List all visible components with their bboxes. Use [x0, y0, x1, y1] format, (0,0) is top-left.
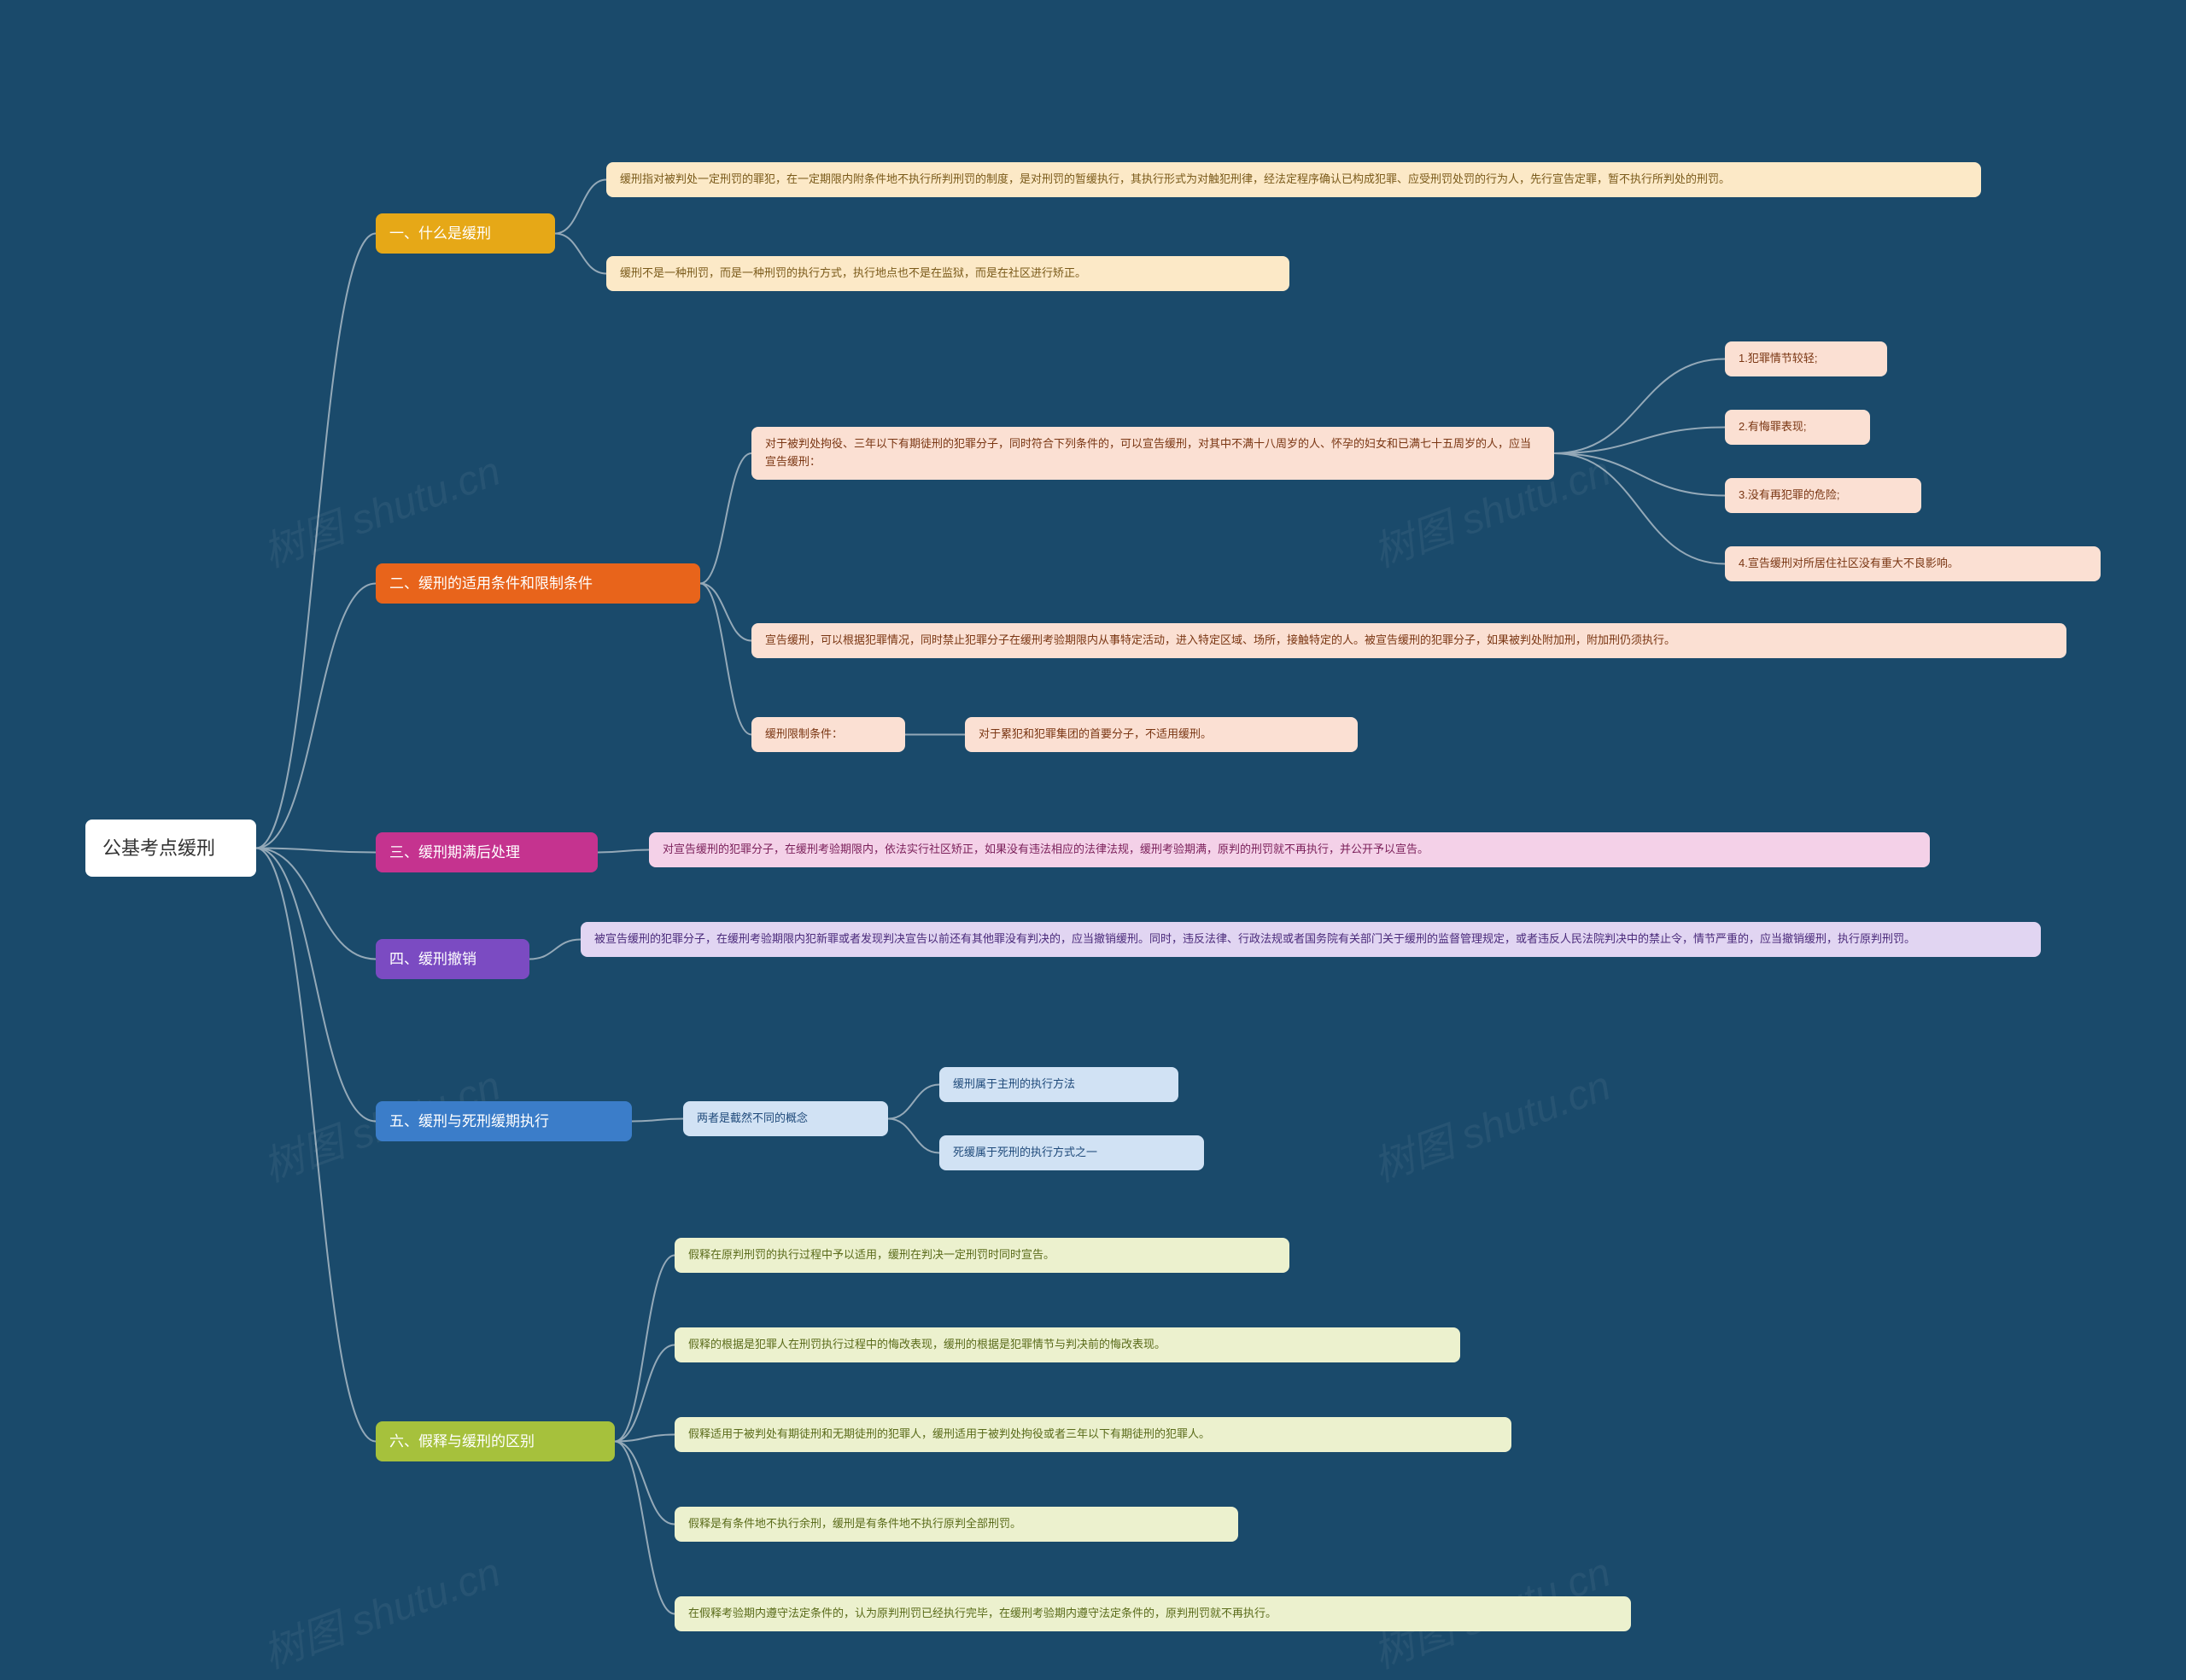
node-b2c2[interactable]: 宣告缓刑，可以根据犯罪情况，同时禁止犯罪分子在缓刑考验期限内从事特定活动，进入特… [751, 623, 2066, 658]
node-b2c3[interactable]: 缓刑限制条件： [751, 717, 905, 752]
connector-b1-b1c2 [555, 234, 606, 274]
connector-b2-b2c2 [700, 584, 751, 641]
connector-root-b4 [256, 849, 376, 960]
connector-b6-b6c1 [615, 1256, 675, 1442]
node-b1c2[interactable]: 缓刑不是一种刑罚，而是一种刑罚的执行方式，执行地点也不是在监狱，而是在社区进行矫… [606, 256, 1289, 291]
connector-b6-b6c2 [615, 1345, 675, 1442]
connector-b4-b4c1 [529, 940, 581, 960]
watermark-4: 树图 shutu.cn [254, 1538, 507, 1679]
connector-b5c1-b5c1b [888, 1119, 939, 1153]
connector-b6-b6c5 [615, 1442, 675, 1614]
node-b2[interactable]: 二、缓刑的适用条件和限制条件 [376, 563, 700, 604]
node-b4c1[interactable]: 被宣告缓刑的犯罪分子，在缓刑考验期限内犯新罪或者发现判决宣告以前还有其他罪没有判… [581, 922, 2041, 957]
node-b6c1[interactable]: 假释在原判刑罚的执行过程中予以适用，缓刑在判决一定刑罚时同时宣告。 [675, 1238, 1289, 1273]
connector-root-b5 [256, 849, 376, 1122]
connector-b2-b2c1 [700, 453, 751, 584]
connector-b6-b6c3 [615, 1435, 675, 1442]
connector-b3-b3c1 [598, 850, 649, 853]
connector-b5c1-b5c1a [888, 1085, 939, 1119]
connector-root-b6 [256, 849, 376, 1442]
mindmap-canvas: 树图 shutu.cn树图 shutu.cn树图 shutu.cn树图 shut… [0, 0, 2186, 1676]
node-b5c1[interactable]: 两者是截然不同的概念 [683, 1101, 888, 1136]
node-b4[interactable]: 四、缓刑撤销 [376, 939, 529, 979]
node-b6c2[interactable]: 假释的根据是犯罪人在刑罚执行过程中的悔改表现，缓刑的根据是犯罪情节与判决前的悔改… [675, 1327, 1460, 1362]
node-b6c5[interactable]: 在假释考验期内遵守法定条件的，认为原判刑罚已经执行完毕，在缓刑考验期内遵守法定条… [675, 1596, 1631, 1631]
node-b5c1a[interactable]: 缓刑属于主刑的执行方法 [939, 1067, 1178, 1102]
node-b2c3a[interactable]: 对于累犯和犯罪集团的首要分子，不适用缓刑。 [965, 717, 1358, 752]
connector-root-b2 [256, 584, 376, 849]
node-b2c1b[interactable]: 2.有悔罪表现; [1725, 410, 1870, 445]
connector-b6-b6c4 [615, 1442, 675, 1525]
node-b5[interactable]: 五、缓刑与死刑缓期执行 [376, 1101, 632, 1141]
node-b2c1c[interactable]: 3.没有再犯罪的危险; [1725, 478, 1921, 513]
node-b5c1b[interactable]: 死缓属于死刑的执行方式之一 [939, 1135, 1204, 1170]
node-b3c1[interactable]: 对宣告缓刑的犯罪分子，在缓刑考验期限内，依法实行社区矫正，如果没有违法相应的法律… [649, 832, 1930, 867]
node-b2c1a[interactable]: 1.犯罪情节较轻; [1725, 341, 1887, 376]
node-root[interactable]: 公基考点缓刑 [85, 820, 256, 877]
node-b2c1[interactable]: 对于被判处拘役、三年以下有期徒刑的犯罪分子，同时符合下列条件的，可以宣告缓刑，对… [751, 427, 1554, 480]
watermark-0: 树图 shutu.cn [254, 437, 507, 578]
connector-b2c1-b2c1d [1554, 453, 1725, 564]
connector-b2c1-b2c1a [1554, 359, 1725, 454]
node-b6c4[interactable]: 假释是有条件地不执行余刑，缓刑是有条件地不执行原判全部刑罚。 [675, 1507, 1238, 1542]
node-b3[interactable]: 三、缓刑期满后处理 [376, 832, 598, 872]
connector-b2c1-b2c1b [1554, 428, 1725, 454]
node-b1[interactable]: 一、什么是缓刑 [376, 213, 555, 254]
connector-root-b3 [256, 849, 376, 853]
node-b2c1d[interactable]: 4.宣告缓刑对所居住社区没有重大不良影响。 [1725, 546, 2101, 581]
watermark-3: 树图 shutu.cn [1364, 1052, 1617, 1193]
connector-b2c1-b2c1c [1554, 453, 1725, 496]
connector-b2-b2c3 [700, 584, 751, 735]
connector-b5-b5c1 [632, 1119, 683, 1122]
node-b6[interactable]: 六、假释与缓刑的区别 [376, 1421, 615, 1461]
connector-root-b1 [256, 234, 376, 849]
connector-b1-b1c1 [555, 180, 606, 234]
node-b6c3[interactable]: 假释适用于被判处有期徒刑和无期徒刑的犯罪人，缓刑适用于被判处拘役或者三年以下有期… [675, 1417, 1511, 1452]
node-b1c1[interactable]: 缓刑指对被判处一定刑罚的罪犯，在一定期限内附条件地不执行所判刑罚的制度，是对刑罚… [606, 162, 1981, 197]
